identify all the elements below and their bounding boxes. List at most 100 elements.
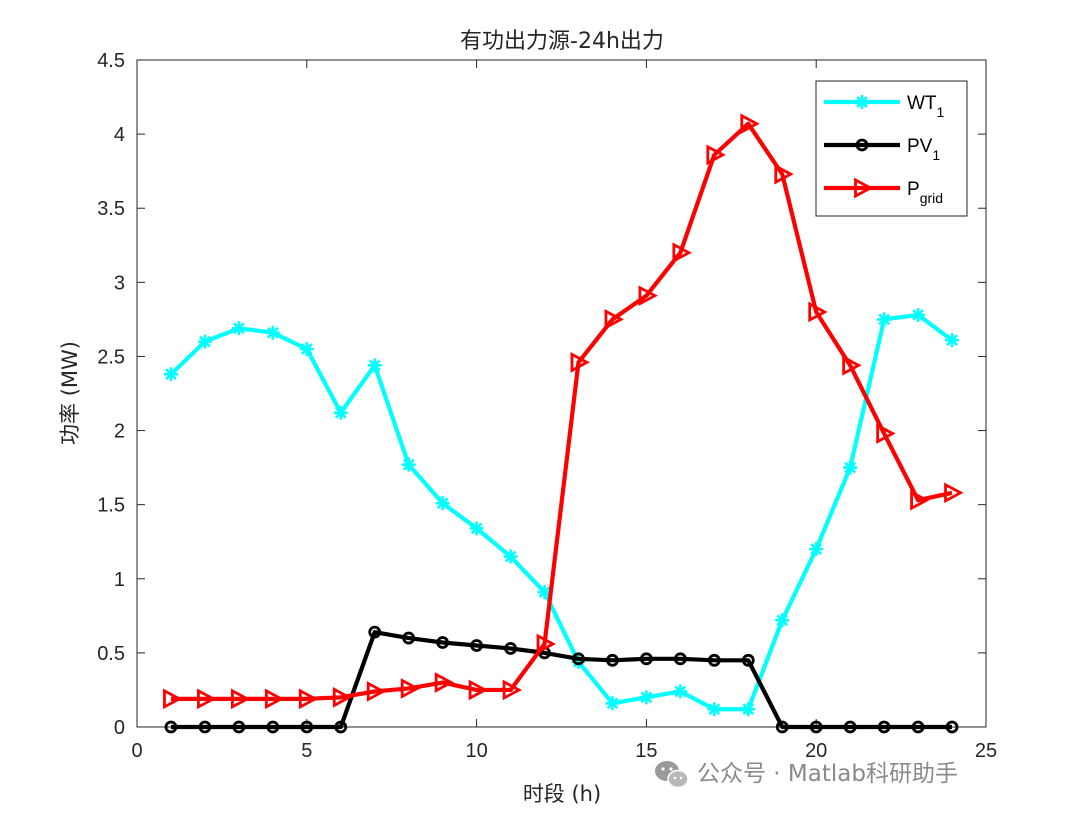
data-point (604, 309, 624, 330)
data-point (809, 542, 824, 557)
data-point (855, 138, 869, 152)
legend-label-main: PV (907, 136, 933, 157)
y-tick-label: 3 (114, 272, 125, 294)
data-point (740, 113, 760, 135)
data-point (435, 496, 450, 511)
legend-label: WT1 (907, 93, 945, 120)
data-point (639, 690, 654, 705)
data-point (944, 482, 964, 504)
data-point (809, 720, 823, 734)
data-point (299, 342, 314, 357)
series-wt-1 (163, 307, 960, 717)
data-point (265, 325, 280, 340)
data-point (571, 654, 586, 669)
data-point (911, 307, 926, 322)
data-point (843, 460, 858, 475)
data-point (570, 352, 590, 373)
x-tick-label: 0 (131, 740, 142, 762)
data-point (876, 423, 896, 444)
watermark-text: 公众号 · Matlab科研助手 (697, 761, 958, 787)
y-tick-label: 2.5 (97, 346, 125, 368)
data-point (368, 625, 382, 639)
y-tick-label: 0 (114, 717, 125, 739)
data-point (264, 688, 285, 710)
data-point (842, 355, 862, 376)
data-point (572, 652, 585, 666)
legend-label: Pgrid (907, 179, 943, 206)
y-tick-label: 0.5 (97, 643, 125, 665)
data-point (197, 334, 212, 349)
x-tick-label: 5 (301, 740, 312, 762)
y-tick-label: 4.5 (97, 50, 125, 72)
data-point (774, 163, 794, 185)
legend-label-subscript: 1 (937, 104, 945, 120)
series-p-grid (163, 113, 964, 710)
data-point (470, 639, 484, 652)
y-tick-label: 3.5 (97, 198, 125, 220)
legend-label-main: P (907, 179, 920, 200)
series-layer (163, 113, 964, 734)
data-point (231, 321, 246, 336)
data-point (400, 678, 421, 699)
data-point (367, 358, 382, 373)
data-point (741, 653, 755, 667)
legend-entry: Pgrid (824, 177, 943, 206)
data-point (163, 367, 178, 382)
data-point (537, 585, 552, 600)
y-tick-label: 4 (114, 124, 125, 146)
legend-entry: PV1 (824, 136, 940, 163)
data-point (536, 633, 556, 655)
y-tick-label: 1 (114, 569, 125, 591)
data-point (707, 702, 722, 717)
data-point (855, 95, 869, 109)
data-point (638, 285, 658, 307)
data-point (502, 679, 523, 701)
legend-label-subscript: 1 (932, 147, 940, 163)
data-point (672, 242, 692, 264)
y-axis-title: 功率 (MW) (58, 341, 82, 445)
x-tick-label: 15 (635, 740, 657, 762)
x-axis-title: 时段 (h) (523, 782, 601, 806)
chart-title: 有功出力源-24h出力 (460, 29, 664, 54)
data-point (468, 679, 489, 701)
data-point (436, 636, 450, 649)
y-tick-label: 2 (114, 421, 125, 443)
wechat-icon (655, 761, 689, 789)
data-point (230, 688, 251, 710)
x-tick-label: 20 (805, 740, 827, 762)
data-point (673, 684, 688, 699)
legend-label: PV1 (907, 136, 940, 163)
axis-ticks: 0 5 10 15 20 25 0 0.5 1 1.5 2 2.5 3 3.5 4 4.5 (97, 50, 997, 762)
data-point (232, 720, 246, 734)
data-point (707, 653, 721, 667)
data-point (197, 688, 217, 710)
data-point (910, 489, 930, 511)
data-point (401, 457, 416, 472)
data-point (266, 720, 280, 734)
data-point (469, 521, 484, 536)
data-point (198, 720, 212, 734)
data-point (402, 631, 416, 645)
x-tick-label: 25 (975, 740, 997, 762)
y-tick-label: 1.5 (97, 495, 125, 517)
data-point (332, 687, 353, 708)
data-point (741, 702, 756, 717)
x-tick-label: 10 (465, 740, 487, 762)
data-point (808, 301, 828, 323)
legend-label-main: WT (907, 93, 937, 114)
legend-label-subscript: grid (920, 190, 943, 206)
data-point (434, 672, 455, 693)
data-point (877, 720, 891, 734)
series-line (169, 312, 954, 712)
data-point (775, 720, 789, 734)
data-point (877, 312, 892, 327)
data-point (945, 720, 959, 734)
data-point (503, 549, 518, 564)
data-point (706, 144, 726, 166)
data-point (854, 177, 874, 199)
legend-entry: WT1 (824, 93, 945, 120)
data-point (300, 720, 314, 734)
data-point (843, 720, 857, 734)
